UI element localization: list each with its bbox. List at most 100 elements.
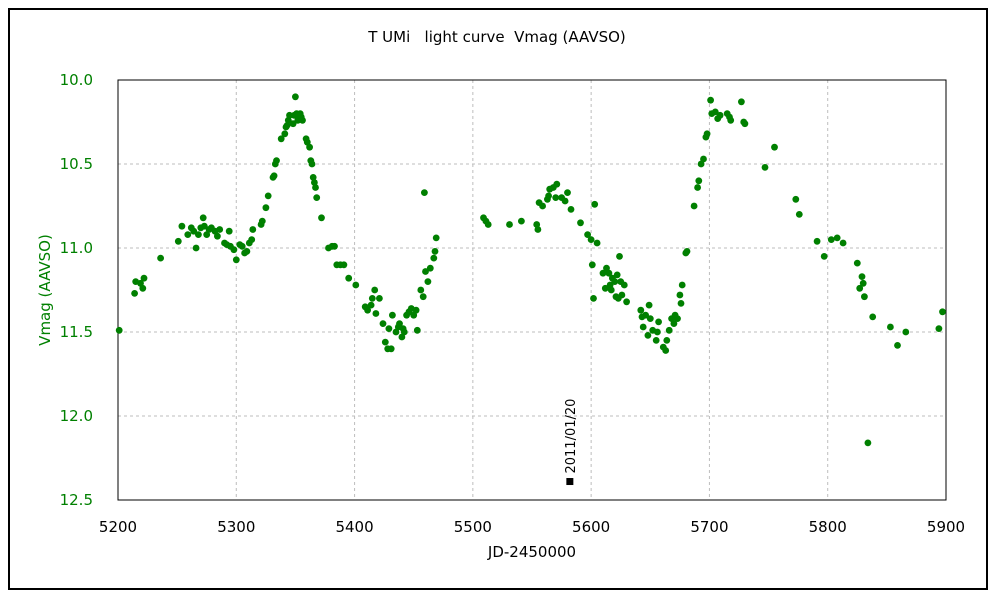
annotations: 2011/01/20	[564, 399, 579, 486]
data-point	[599, 269, 607, 277]
y-tick-label: 11.0	[60, 239, 93, 257]
data-point	[545, 192, 552, 200]
data-point	[662, 347, 670, 354]
data-point	[331, 242, 338, 250]
y-axis-ticks: 10.0 10.5 11.0 11.5 12.0 12.5	[60, 71, 93, 509]
data-point	[795, 211, 803, 218]
data-point	[620, 281, 628, 289]
data-point	[387, 345, 395, 353]
data-point	[761, 164, 769, 171]
data-point	[417, 286, 425, 294]
data-point	[484, 221, 492, 228]
data-point	[611, 278, 619, 285]
data-point	[184, 231, 192, 239]
x-tick-label: 5600	[572, 518, 610, 536]
grid	[118, 80, 946, 500]
data-point	[200, 222, 208, 230]
data-point	[506, 221, 513, 228]
data-point	[663, 337, 671, 344]
data-point	[670, 320, 678, 327]
data-point	[637, 306, 645, 314]
data-point	[389, 311, 396, 319]
data-point	[665, 326, 673, 334]
data-point	[273, 157, 280, 165]
data-point	[646, 315, 654, 322]
data-point	[243, 248, 251, 255]
data-point	[400, 328, 408, 336]
data-point	[230, 246, 238, 254]
data-point	[707, 96, 714, 104]
x-axis-label: JD-2450000	[487, 543, 576, 561]
data-point	[642, 311, 649, 319]
data-point	[694, 184, 701, 191]
data-point	[813, 237, 821, 245]
data-point	[306, 143, 313, 151]
data-point	[340, 261, 348, 269]
data-point	[178, 222, 186, 230]
chart-frame	[8, 8, 988, 590]
data-point	[318, 214, 325, 222]
data-point	[935, 325, 943, 332]
y-tick-label: 12.5	[60, 491, 93, 509]
x-tick-label: 5300	[217, 518, 255, 536]
y-tick-label: 12.0	[60, 407, 93, 425]
data-point	[590, 295, 597, 302]
data-point	[645, 301, 653, 309]
y-axis-label: Vmag (AAVSO)	[36, 234, 54, 346]
data-point	[577, 219, 584, 227]
date-annotation: 2011/01/20	[564, 399, 579, 474]
data-point	[738, 98, 745, 106]
data-point	[561, 197, 569, 205]
data-point	[419, 293, 427, 301]
data-point	[741, 120, 749, 128]
data-point	[616, 253, 623, 260]
data-point	[677, 300, 685, 307]
data-point	[613, 271, 621, 279]
data-point	[588, 261, 596, 269]
data-point	[700, 155, 707, 163]
data-point	[887, 323, 894, 331]
data-point	[676, 291, 684, 299]
data-point	[716, 111, 724, 119]
data-point	[869, 313, 877, 321]
data-point	[352, 281, 360, 289]
data-point	[422, 268, 429, 275]
data-point	[861, 293, 868, 301]
data-point	[195, 231, 202, 239]
data-point	[623, 298, 630, 306]
data-point	[421, 189, 428, 197]
data-point	[309, 174, 317, 181]
plot-area	[117, 79, 947, 501]
data-point	[644, 332, 652, 339]
data-point	[593, 239, 601, 247]
data-point	[238, 242, 246, 250]
data-point	[894, 342, 901, 349]
data-point	[313, 194, 321, 202]
data-point	[567, 206, 575, 213]
data-point	[283, 122, 291, 129]
data-point	[518, 217, 525, 225]
data-point	[308, 160, 316, 168]
data-point	[711, 108, 719, 116]
data-point	[690, 202, 698, 210]
data-point	[864, 439, 872, 447]
data-point	[856, 284, 864, 292]
x-tick-label: 5200	[99, 518, 137, 536]
data-point	[601, 284, 609, 292]
date-marker	[566, 478, 574, 486]
data-point	[939, 308, 946, 316]
data-point	[902, 328, 910, 336]
data-point	[833, 234, 841, 242]
data-point	[214, 232, 221, 240]
data-point	[859, 279, 867, 287]
data-point	[539, 202, 546, 210]
x-tick-label: 5400	[335, 518, 373, 536]
data-point	[372, 310, 380, 317]
data-point	[534, 226, 542, 233]
data-point	[412, 306, 420, 314]
data-point	[820, 253, 828, 260]
y-tick-label: 10.5	[60, 155, 93, 173]
data-point	[431, 248, 439, 255]
data-point	[270, 172, 278, 180]
data-point	[584, 231, 591, 239]
